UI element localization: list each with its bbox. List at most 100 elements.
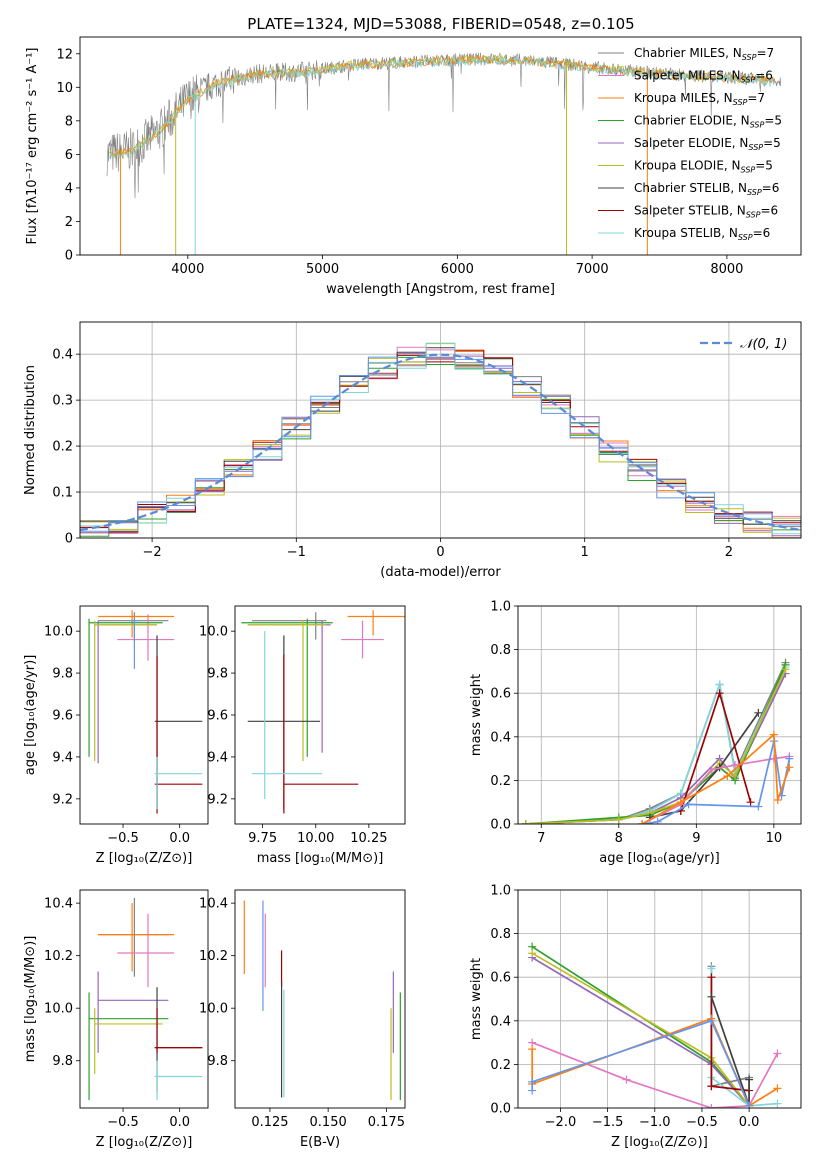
y-axis-label: mass weight bbox=[469, 674, 484, 756]
weight-point-marker bbox=[785, 763, 794, 772]
weight-point-marker bbox=[707, 992, 716, 1001]
weight-point-marker bbox=[745, 1101, 754, 1108]
x-tick-label: 0.0 bbox=[739, 1115, 760, 1130]
y-axis-label: mass weight bbox=[469, 958, 484, 1040]
y-tick-label: 0 bbox=[65, 249, 73, 264]
weight-point-marker bbox=[731, 772, 740, 781]
weight-point-marker bbox=[785, 754, 794, 763]
histogram-step-line bbox=[80, 351, 801, 538]
y-tick-label: 0.2 bbox=[490, 774, 511, 789]
axes-frame bbox=[79, 605, 209, 825]
y-tick-label: 0.4 bbox=[52, 348, 73, 363]
weight-point-marker bbox=[769, 730, 778, 739]
weight-point-marker bbox=[754, 802, 763, 811]
axes-frame bbox=[517, 605, 802, 825]
x-tick-label: 8 bbox=[615, 831, 623, 846]
y-tick-label: 0.4 bbox=[490, 1014, 511, 1029]
y-tick-label: 4 bbox=[65, 181, 73, 196]
y-tick-label: 10.0 bbox=[44, 625, 73, 640]
y-tick-label: 0.0 bbox=[490, 1102, 511, 1117]
model-spectrum-line bbox=[109, 56, 775, 160]
weight-series-line bbox=[710, 996, 750, 1107]
axes-frame bbox=[234, 605, 406, 825]
y-tick-label: 9.6 bbox=[52, 709, 73, 724]
plot-area bbox=[241, 610, 405, 814]
weight-point-marker bbox=[781, 665, 790, 674]
x-tick-label: −0.5 bbox=[686, 1115, 718, 1130]
y-tick-label: 0.4 bbox=[490, 730, 511, 745]
y-tick-label: 9.4 bbox=[207, 750, 228, 765]
histogram-step-line bbox=[80, 356, 801, 532]
weight-point-marker bbox=[707, 1082, 716, 1091]
plot-area bbox=[528, 942, 782, 1108]
x-tick-label: 10.00 bbox=[297, 831, 334, 846]
weight-point-marker bbox=[707, 964, 716, 973]
plot-area bbox=[88, 610, 203, 814]
legend-entry: 𝒩(0, 1) bbox=[740, 337, 787, 352]
x-tick-label: −0.5 bbox=[107, 1115, 139, 1130]
weight-point-marker bbox=[528, 1077, 537, 1086]
weight-point-marker bbox=[745, 1075, 754, 1084]
weight-point-marker bbox=[528, 1045, 537, 1054]
x-tick-label: 4000 bbox=[171, 262, 204, 277]
weight-point-marker bbox=[676, 798, 685, 807]
legend-entry: Chabrier ELODIE, NSSP=5 bbox=[634, 114, 782, 130]
age-vs-metallicity-panel: −0.5 0.0 9.2 9.4 9.6 9.8 10.0 Z [log₁₀(Z/Z⊙)] ag… bbox=[23, 605, 209, 866]
y-tick-label: 10 bbox=[56, 81, 73, 96]
x-tick-label: −1 bbox=[287, 545, 306, 560]
weight-point-marker bbox=[707, 765, 716, 774]
weight-series-line bbox=[649, 712, 760, 819]
plot-area bbox=[80, 342, 801, 538]
plot-area bbox=[243, 900, 401, 1101]
x-tick-label: 9.75 bbox=[248, 831, 277, 846]
histogram-step-line bbox=[80, 342, 801, 535]
legend-entry: Salpeter STELIB, NSSP=6 bbox=[634, 204, 778, 220]
x-tick-label: 6000 bbox=[441, 262, 474, 277]
weight-point-marker bbox=[528, 949, 537, 958]
x-tick-label: 2 bbox=[725, 545, 733, 560]
weight-point-marker bbox=[773, 1084, 782, 1093]
x-tick-label: −0.5 bbox=[107, 831, 139, 846]
y-tick-label: 0.8 bbox=[490, 927, 511, 942]
weight-series-line bbox=[531, 1041, 779, 1108]
x-tick-label: 9 bbox=[692, 831, 700, 846]
weight-point-marker bbox=[754, 708, 763, 717]
legend-entry: Kroupa MILES, NSSP=7 bbox=[634, 91, 765, 107]
normal-curve-line bbox=[80, 353, 801, 531]
y-tick-label: 0.1 bbox=[52, 486, 73, 501]
weight-point-marker bbox=[707, 1016, 716, 1025]
x-tick-label: 0 bbox=[436, 545, 444, 560]
x-tick-label: 10 bbox=[766, 831, 783, 846]
y-tick-label: 9.8 bbox=[207, 667, 228, 682]
y-tick-label: 0 bbox=[65, 532, 73, 547]
x-tick-label: 0.0 bbox=[169, 1115, 190, 1130]
legend-entry: Salpeter MILES, NSSP=6 bbox=[634, 69, 773, 85]
y-tick-label: 9.4 bbox=[52, 750, 73, 765]
weight-point-marker bbox=[773, 1049, 782, 1058]
axes-frame bbox=[517, 889, 802, 1109]
y-tick-label: 12 bbox=[56, 47, 73, 62]
y-tick-label: 10.4 bbox=[199, 897, 228, 912]
axes-frame bbox=[79, 36, 802, 256]
weight-point-marker bbox=[528, 1086, 537, 1095]
y-tick-label: 9.2 bbox=[207, 792, 228, 807]
x-axis-label: age [log₁₀(age/yr)] bbox=[599, 851, 720, 866]
y-tick-label: 0.8 bbox=[490, 643, 511, 658]
weight-series-line bbox=[710, 968, 778, 1107]
legend: Chabrier MILES, NSSP=7 Salpeter MILES, NS… bbox=[598, 46, 782, 242]
x-tick-label: 0.125 bbox=[251, 1115, 288, 1130]
weight-point-marker bbox=[622, 1075, 631, 1084]
y-tick-label: 10.2 bbox=[44, 949, 73, 964]
weight-series-line bbox=[525, 662, 787, 824]
y-axis-label: Normed distribution bbox=[23, 365, 38, 495]
residual-distribution-panel: −2 −1 0 1 2 0 0.1 0.2 0.3 0.4 (data-model)/error No… bbox=[23, 321, 802, 580]
x-tick-label: −1.5 bbox=[592, 1115, 624, 1130]
x-axis-label: Z [log₁₀(Z/Z⊙)] bbox=[611, 1135, 708, 1150]
legend-entry: Chabrier STELIB, NSSP=6 bbox=[634, 181, 779, 197]
y-tick-label: 10.0 bbox=[199, 1002, 228, 1017]
age-vs-mass-panel: 9.75 10.00 10.25 9.2 9.4 9.6 9.8 10.0 mass [log₁… bbox=[199, 605, 406, 866]
weight-point-marker bbox=[521, 820, 530, 824]
y-tick-label: 0.6 bbox=[490, 687, 511, 702]
y-tick-label: 0.2 bbox=[490, 1058, 511, 1073]
